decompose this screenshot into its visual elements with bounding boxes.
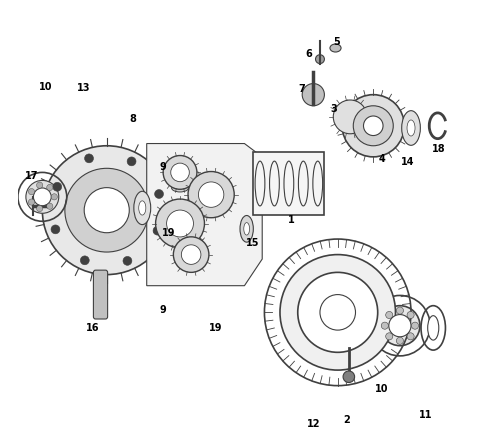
FancyBboxPatch shape — [94, 270, 108, 319]
Circle shape — [181, 245, 201, 264]
Circle shape — [34, 188, 51, 206]
Circle shape — [333, 100, 367, 134]
Circle shape — [298, 272, 378, 352]
Ellipse shape — [171, 184, 189, 192]
Ellipse shape — [134, 191, 151, 224]
Circle shape — [411, 322, 419, 329]
Circle shape — [84, 154, 94, 163]
Text: 9: 9 — [160, 305, 167, 315]
Circle shape — [127, 157, 136, 166]
Ellipse shape — [182, 235, 200, 243]
Text: 18: 18 — [432, 144, 446, 154]
Text: 8: 8 — [129, 114, 136, 124]
Text: 10: 10 — [39, 82, 52, 92]
Circle shape — [386, 312, 393, 319]
Circle shape — [363, 116, 383, 135]
Circle shape — [302, 84, 324, 106]
Circle shape — [171, 163, 189, 181]
Circle shape — [396, 307, 404, 314]
Text: 10: 10 — [375, 384, 389, 394]
Circle shape — [396, 337, 404, 344]
Circle shape — [84, 188, 129, 233]
Text: 9: 9 — [160, 162, 167, 172]
Circle shape — [167, 210, 193, 237]
Circle shape — [381, 322, 388, 329]
Circle shape — [36, 182, 43, 188]
Circle shape — [123, 257, 132, 266]
Ellipse shape — [139, 201, 146, 215]
Text: 4: 4 — [379, 154, 385, 164]
Text: 19: 19 — [162, 228, 176, 238]
Circle shape — [36, 206, 43, 211]
Circle shape — [320, 295, 356, 330]
Circle shape — [80, 256, 89, 265]
Circle shape — [153, 226, 162, 235]
Circle shape — [42, 146, 171, 274]
Text: 5: 5 — [334, 37, 340, 47]
Polygon shape — [147, 143, 262, 286]
Circle shape — [65, 169, 149, 252]
Circle shape — [407, 333, 414, 340]
Circle shape — [386, 333, 393, 340]
Ellipse shape — [240, 215, 253, 242]
Text: 16: 16 — [86, 323, 99, 333]
FancyBboxPatch shape — [253, 152, 324, 215]
Ellipse shape — [428, 316, 439, 340]
Circle shape — [353, 106, 393, 146]
Circle shape — [407, 312, 414, 319]
Text: 19: 19 — [209, 323, 222, 333]
Circle shape — [26, 181, 59, 213]
Circle shape — [280, 255, 396, 370]
Text: 2: 2 — [343, 415, 350, 425]
Text: 6: 6 — [305, 49, 312, 59]
Text: 13: 13 — [77, 83, 90, 93]
Circle shape — [380, 306, 420, 346]
Circle shape — [155, 190, 164, 198]
Circle shape — [51, 194, 58, 200]
Circle shape — [342, 95, 404, 157]
Text: 1: 1 — [288, 215, 294, 225]
Circle shape — [343, 371, 355, 383]
Text: 14: 14 — [401, 157, 415, 167]
Text: 11: 11 — [419, 410, 432, 421]
Circle shape — [28, 189, 35, 195]
Text: 3: 3 — [330, 104, 336, 114]
Circle shape — [28, 199, 35, 205]
Circle shape — [173, 237, 209, 272]
Text: 17: 17 — [24, 170, 38, 181]
Circle shape — [51, 225, 60, 234]
Circle shape — [198, 182, 224, 207]
Circle shape — [156, 199, 204, 248]
Circle shape — [188, 172, 234, 218]
Circle shape — [315, 55, 324, 63]
Text: 7: 7 — [298, 84, 305, 94]
Ellipse shape — [402, 111, 420, 145]
Circle shape — [163, 156, 197, 189]
Ellipse shape — [244, 223, 250, 235]
Text: 15: 15 — [246, 239, 259, 249]
Ellipse shape — [407, 120, 415, 136]
Circle shape — [53, 182, 61, 191]
Circle shape — [47, 203, 53, 209]
Circle shape — [389, 315, 411, 337]
Ellipse shape — [330, 44, 341, 52]
Text: 12: 12 — [307, 419, 320, 429]
Circle shape — [47, 184, 53, 190]
